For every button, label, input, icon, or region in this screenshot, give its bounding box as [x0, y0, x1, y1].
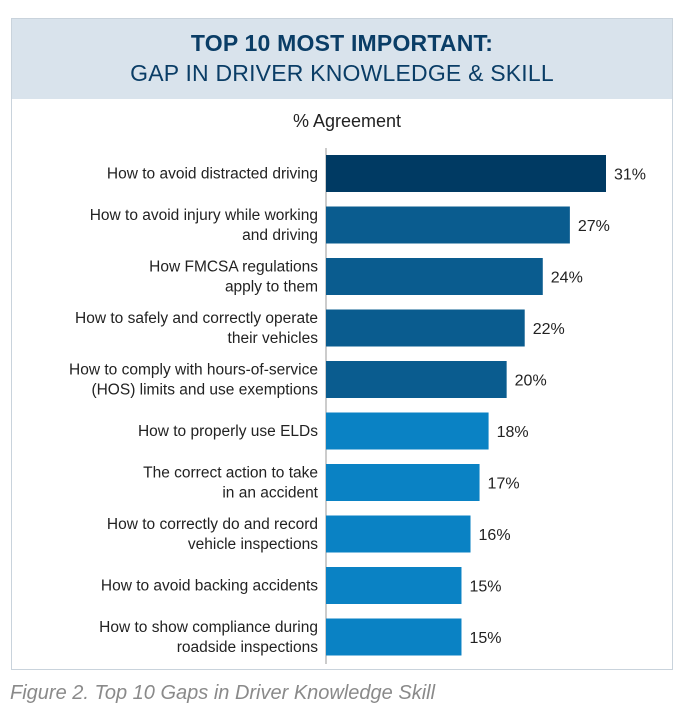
category-label-10: How to show compliance during roadside in… [99, 619, 318, 656]
category-label-7: The correct action to take in an accident [143, 465, 319, 502]
value-label-6: 18% [497, 424, 529, 441]
category-label-2: How to avoid injury while working and dri… [90, 207, 318, 244]
category-label-1: How to avoid distracted driving [107, 166, 318, 183]
bars-group: 31% How to avoid distracted driving 27% How… [69, 155, 646, 656]
chart-card: TOP 10 MOST IMPORTANT: GAP IN DRIVER KNO… [11, 18, 673, 670]
value-label-10: 15% [469, 630, 501, 647]
bar-10 [326, 618, 462, 656]
bar-6 [326, 412, 489, 450]
figure-caption: Figure 2. Top 10 Gaps in Driver Knowledg… [10, 682, 436, 704]
bar-2 [326, 206, 570, 244]
category-label-6: How to properly use ELDs [138, 423, 318, 440]
value-label-7: 17% [488, 476, 520, 493]
bar-5 [326, 361, 507, 398]
value-label-1: 31% [614, 167, 646, 184]
chart-header: TOP 10 MOST IMPORTANT: GAP IN DRIVER KNO… [12, 19, 672, 99]
bar-4 [326, 309, 525, 347]
bar-3 [326, 258, 543, 295]
value-label-8: 16% [479, 527, 511, 544]
chart-title-line2: GAP IN DRIVER KNOWLEDGE & SKILL [130, 60, 554, 86]
bar-8 [326, 515, 471, 553]
value-label-3: 24% [551, 270, 583, 287]
value-label-9: 15% [469, 579, 501, 596]
category-label-8: How to correctly do and record vehicle in… [107, 516, 318, 553]
value-label-2: 27% [578, 218, 610, 235]
chart-title-line1: TOP 10 MOST IMPORTANT: [190, 30, 494, 56]
category-label-9: How to avoid backing accidents [101, 578, 318, 595]
bar-7 [326, 464, 480, 501]
bar-9 [326, 567, 462, 604]
category-label-3: How FMCSA regulations apply to them [149, 259, 318, 296]
category-label-5: How to comply with hours-of-service (HOS)… [69, 362, 318, 399]
value-label-4: 22% [533, 321, 565, 338]
bar-1 [326, 155, 606, 192]
value-label-5: 20% [515, 373, 547, 390]
bar-chart: 31% How to avoid distracted driving 27% How… [69, 148, 646, 664]
category-label-4: How to safely and correctly operate their… [75, 310, 318, 347]
axis-title: % Agreement [292, 111, 402, 131]
